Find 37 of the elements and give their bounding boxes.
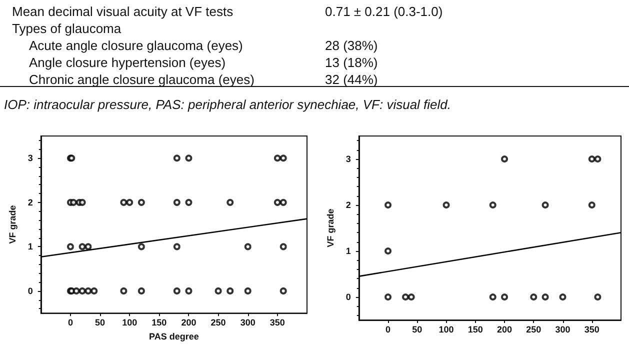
y-tick-label: 0 [28, 286, 33, 296]
x-tick-label: 250 [210, 318, 226, 328]
y-tick-label: 3 [28, 153, 33, 164]
y-tick-label: 2 [28, 197, 33, 208]
x-axis-title: PAS degree [149, 332, 199, 342]
text: Chronic angle closure glaucoma (eyes) [29, 72, 254, 87]
x-tick-label: 300 [555, 324, 570, 334]
y-tick-label: 2 [346, 200, 351, 210]
x-tick-label: 150 [152, 318, 167, 328]
x-tick-label: 0 [68, 318, 73, 328]
x-tick-label: 300 [240, 318, 256, 328]
text: Mean decimal visual acuity at VF tests [12, 4, 234, 19]
x-tick-label: 350 [270, 318, 285, 328]
y-tick-label: 1 [346, 246, 351, 256]
x-tick-label: 100 [438, 324, 454, 334]
y-tick-label: 1 [28, 242, 33, 252]
x-tick-label: 200 [497, 324, 512, 334]
text: 28 (38%) [325, 38, 378, 53]
x-tick-label: 100 [122, 318, 138, 328]
x-tick-label: 350 [584, 324, 600, 334]
x-tick-label: 200 [181, 318, 196, 328]
text: 32 (44%) [325, 72, 378, 87]
x-tick-label: 150 [468, 324, 483, 334]
y-tick-label: 0 [346, 292, 351, 302]
y-axis-title: VF grade [326, 208, 336, 248]
text: Angle closure hypertension (eyes) [29, 55, 226, 70]
text: Acute angle closure glaucoma (eyes) [29, 38, 243, 53]
text: Types of glaucoma [12, 21, 122, 36]
y-axis-title: VF grade [8, 205, 18, 244]
x-tick-label: 50 [412, 324, 422, 334]
x-tick-label: 0 [386, 324, 391, 334]
text: IOP: intraocular pressure, PAS: peripheral anterior synechiae, VF: visual field. [4, 97, 452, 112]
y-tick-label: 3 [346, 154, 351, 164]
x-tick-label: 50 [95, 318, 106, 328]
x-tick-label: 250 [526, 324, 542, 334]
text: 13 (18%) [325, 55, 378, 70]
text: 0.71 ± 0.21 (0.3-1.0) [325, 4, 443, 19]
